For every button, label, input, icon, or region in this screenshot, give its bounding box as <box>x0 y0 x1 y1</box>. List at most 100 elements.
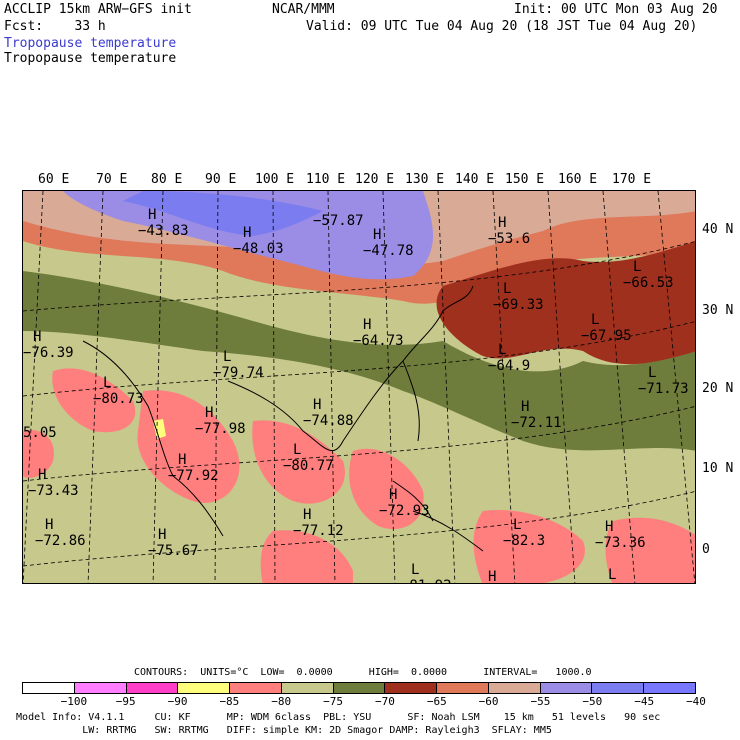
center-value-label: −72.86 <box>35 533 86 549</box>
color-swatch <box>333 683 386 693</box>
lon-label: 70 E <box>96 172 128 187</box>
center-value-label: −82.3 <box>503 533 545 549</box>
init-time: Init: 00 UTC Mon 03 Aug 20 <box>514 2 718 17</box>
high-center-marker: H <box>38 467 46 483</box>
color-scale-tick: −75 <box>323 695 343 708</box>
contours-info: CONTOURS: UNITS=°C LOW= 0.0000 HIGH= 0.0… <box>134 667 592 678</box>
field-title-contour: Tropopause temperature <box>4 51 177 66</box>
low-center-marker: L <box>223 349 231 365</box>
color-scale-tick: −90 <box>167 695 188 708</box>
center-value-label: −76.39 <box>23 345 74 361</box>
run-title: ACCLIP 15km ARW−GFS init <box>4 2 192 17</box>
field-patch-80 <box>252 420 345 504</box>
low-center-marker: L <box>498 342 506 358</box>
color-scale-tick: −65 <box>426 695 447 708</box>
color-scale-tick: −55 <box>530 695 551 708</box>
center-value-label: −72.11 <box>511 415 562 431</box>
color-scale-tick: −95 <box>115 695 136 708</box>
lon-label: 140 E <box>455 172 495 187</box>
lat-label: 10 N <box>702 461 734 476</box>
center-value-label: −71.73 <box>638 381 689 397</box>
center-value-label: −82.39 <box>598 583 649 584</box>
model-info-line1: Model Info: V4.1.1 CU: KF MP: WDM 6class… <box>4 712 661 723</box>
center-value-label: −75.67 <box>148 543 199 559</box>
center-value-label: −48.03 <box>233 241 284 257</box>
center-value-label: −73.36 <box>595 535 646 551</box>
color-swatch <box>281 683 334 693</box>
center-value-label: −72.93 <box>379 503 430 519</box>
field-patch-80 <box>473 510 585 583</box>
color-scale-bar <box>22 682 696 694</box>
low-center-marker: L <box>293 442 301 458</box>
color-scale-tick: −60 <box>478 695 499 708</box>
center-value-label: −53.6 <box>488 231 530 247</box>
low-center-marker: L <box>608 567 616 583</box>
color-swatch <box>230 683 282 693</box>
pressure-center-labels: H−43.83 H−48.03−57.87H−47.78H−53.6L−66.53… <box>23 207 689 584</box>
center-value-label: −81.92 <box>401 578 452 584</box>
low-center-marker: L <box>648 365 656 381</box>
lon-label: 160 E <box>558 172 598 187</box>
high-center-marker: H <box>521 399 529 415</box>
color-scale-tick: −100 <box>60 695 88 708</box>
center-value-label: −43.83 <box>138 223 189 239</box>
lon-label: 80 E <box>151 172 183 187</box>
lon-label: 150 E <box>505 172 545 187</box>
lon-label: 170 E <box>612 172 652 187</box>
color-swatch <box>385 683 438 693</box>
high-center-marker: H <box>498 215 506 231</box>
valid-time: Valid: 09 UTC Tue 04 Aug 20 (18 JST Tue … <box>306 19 698 34</box>
high-center-marker: H <box>243 225 251 241</box>
center-value-label: −64.73 <box>353 333 404 349</box>
field-title-shaded: Tropopause temperature <box>4 36 177 51</box>
lat-label: 30 N <box>702 303 734 318</box>
center-value-label: −77.92 <box>168 468 219 484</box>
map-field-svg: H−43.83 H−48.03−57.87H−47.78H−53.6L−66.53… <box>23 191 695 584</box>
center-value-label: −69.33 <box>493 297 544 313</box>
color-swatch <box>23 683 75 693</box>
map-panel: H −43.83 H −48.03 −57.87 H −47.78 H −53.6 L −66.53… <box>22 190 696 584</box>
high-center-marker: H <box>373 227 381 243</box>
center-value-label: −74.88 <box>303 413 354 429</box>
center-value-label: −73.43 <box>28 483 79 499</box>
center-value-label: −47.78 <box>363 243 414 259</box>
field-band-70 <box>23 271 695 451</box>
lat-label: 0 <box>702 542 710 557</box>
center-value-label: 5.05 <box>23 425 57 441</box>
center-value-label: −80.73 <box>93 391 144 407</box>
field-band-45 <box>123 191 323 236</box>
graticule <box>23 191 695 583</box>
high-center-marker: H <box>158 527 166 543</box>
field-patch-80 <box>349 448 424 530</box>
low-center-marker: L <box>503 281 511 297</box>
color-swatch <box>74 683 127 693</box>
lon-label: 110 E <box>306 172 346 187</box>
low-center-marker: L <box>103 375 111 391</box>
lat-label: 20 N <box>702 381 734 396</box>
color-swatch <box>178 683 231 693</box>
high-center-marker: H <box>178 452 186 468</box>
color-scale-tick: −70 <box>374 695 395 708</box>
coastlines <box>82 285 484 552</box>
color-scale-tick: −45 <box>634 695 655 708</box>
lon-label: 100 E <box>255 172 295 187</box>
center-value-label: −77.98 <box>195 421 246 437</box>
high-center-marker: H <box>33 329 41 345</box>
color-swatch <box>437 683 489 693</box>
forecast-hour: Fcst: 33 h <box>4 19 106 34</box>
high-center-marker: H <box>313 397 321 413</box>
color-scale-tick: −80 <box>271 695 292 708</box>
color-swatch <box>592 683 645 693</box>
high-center-marker: H <box>488 569 496 584</box>
center-value-label: −66.53 <box>623 275 674 291</box>
center-value-label: −67.95 <box>581 328 632 344</box>
color-scale-tick: −85 <box>219 695 240 708</box>
high-center-marker: H <box>45 517 53 533</box>
model-info-line2: LW: RRTMG SW: RRTMG DIFF: simple KM: 2D … <box>4 725 552 736</box>
center-value-label: −64.9 <box>488 358 530 374</box>
high-center-marker: H <box>205 405 213 421</box>
field-patch-85 <box>153 419 166 439</box>
field-patch-80 <box>52 368 136 433</box>
field-patch-80 <box>23 430 54 478</box>
field-patch-80 <box>605 517 695 583</box>
